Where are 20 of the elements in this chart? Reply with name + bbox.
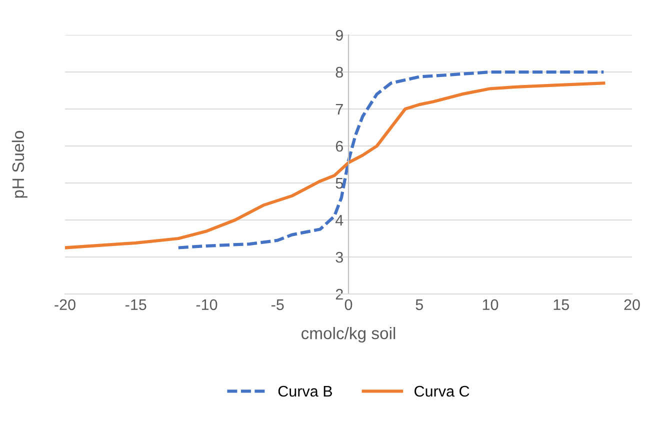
x-tick-label: -10 [196, 299, 218, 310]
x-tick-label: 20 [624, 299, 640, 310]
x-tick-label: -15 [126, 299, 146, 310]
y-tick-label: 7 [336, 104, 343, 115]
x-tick-label: 5 [416, 299, 423, 310]
x-tick-label: 10 [482, 299, 498, 310]
x-tick-label: 0 [344, 299, 352, 310]
y-tick-label: 3 [336, 252, 343, 263]
y-tick-label: 4 [335, 215, 344, 226]
x-axis-title: cmolc/kg soil [302, 326, 396, 343]
line-series [65, 82, 606, 250]
y-tick-label: 6 [336, 140, 343, 152]
legend-label: Curva C [414, 386, 470, 397]
x-tick-label: -5 [272, 299, 284, 310]
x-tick-label: -20 [54, 299, 76, 310]
y-tick-label: 8 [336, 66, 343, 78]
y-axis-title: pH Suelo [12, 130, 28, 198]
x-tick-label: 15 [554, 299, 569, 310]
legend-label: Curva B [278, 386, 332, 397]
y-tick-label: 9 [336, 30, 343, 41]
